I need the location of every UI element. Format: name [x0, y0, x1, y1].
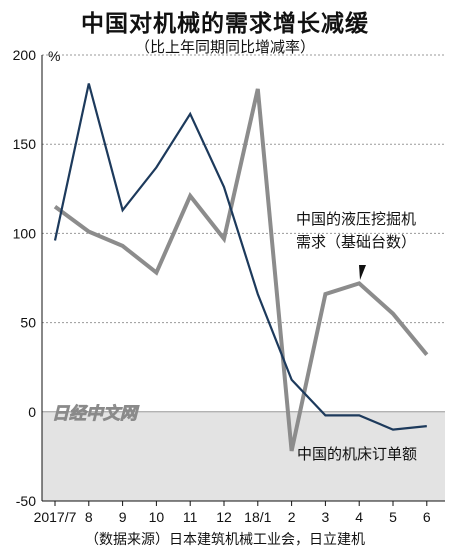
x-tick-label: 2 [288, 509, 296, 525]
excavator-label-line1: 中国的液压挖掘机 [296, 210, 416, 228]
chart-subtitle: （比上年同期同比增减率） [134, 38, 315, 56]
chart-title: 中国对机械的需求增长减缓 [81, 11, 369, 37]
x-tick-label: 6 [423, 509, 431, 525]
x-tick-label: 5 [389, 509, 397, 525]
x-tick-label: 12 [216, 509, 232, 525]
x-tick-label: 2017/7 [34, 509, 77, 525]
y-tick-label: 100 [13, 225, 37, 241]
y-tick-label: 200 [13, 47, 37, 63]
watermark: 日经中文网 [52, 404, 140, 424]
x-tick-label: 10 [149, 509, 165, 525]
machine-tool-label: 中国的机床订单额 [297, 445, 417, 463]
x-tick-label: 9 [119, 509, 127, 525]
series-line-excavator-demand [53, 88, 429, 452]
x-tick-label: 8 [85, 509, 93, 525]
x-tick-label: 3 [322, 509, 330, 525]
x-tick-labels: 2017/7 8 9 10 11 12 18/1 2 3 4 5 6 [34, 501, 431, 525]
excavator-label-line2: 需求（基础台数） [296, 233, 416, 251]
y-tick-label: -50 [16, 493, 36, 509]
x-tick-label: 4 [355, 509, 363, 525]
x-tick-label: 18/1 [244, 509, 271, 525]
x-tick-label: 11 [183, 509, 198, 525]
series-line-machine-tool-orders [53, 83, 427, 431]
y-unit-label: % [48, 48, 60, 64]
data-source-note: （数据来源）日本建筑机械工业会，日立建机 [85, 532, 365, 548]
negative-region-shade [42, 412, 445, 501]
series-lines [53, 83, 429, 452]
y-tick-labels: 200 150 100 50 0 -50 [13, 47, 37, 509]
y-tick-label: 50 [20, 315, 36, 331]
y-tick-label: 0 [28, 404, 36, 420]
excavator-pointer-arrow [359, 265, 366, 280]
y-tick-label: 150 [13, 136, 37, 152]
